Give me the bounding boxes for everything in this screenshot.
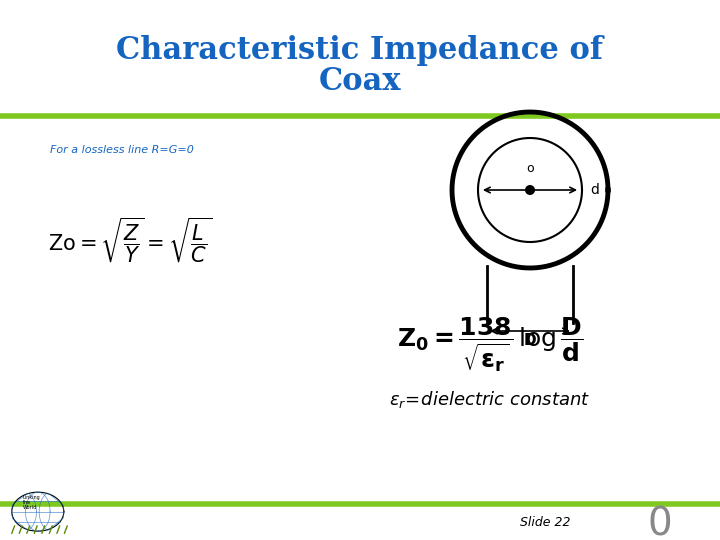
Text: For a lossless line R=G=0: For a lossless line R=G=0 [50,145,194,155]
Text: $\mathrm{Zo} = \sqrt{\dfrac{Z}{Y}} = \sqrt{\dfrac{L}{C}}$: $\mathrm{Zo} = \sqrt{\dfrac{Z}{Y}} = \sq… [48,215,212,265]
Text: $\epsilon_r\!=\!dielectric\ constant$: $\epsilon_r\!=\!dielectric\ constant$ [390,389,590,410]
Text: d: d [590,183,599,197]
Text: Coax: Coax [319,66,401,98]
Text: o: o [526,161,534,174]
Text: Characteristic Impedance of: Characteristic Impedance of [117,35,603,65]
Polygon shape [525,185,535,195]
Text: World: World [23,505,37,510]
Text: Slide 22: Slide 22 [520,516,570,529]
Text: 0: 0 [647,506,672,540]
Text: D: D [523,333,536,348]
Text: the: the [23,500,31,505]
Text: $\mathbf{Z_0{=}\dfrac{138}{\sqrt{\epsilon_r}}\,\log\dfrac{D}{d}}$: $\mathbf{Z_0{=}\dfrac{138}{\sqrt{\epsilo… [397,315,583,374]
Text: Linking: Linking [23,495,40,500]
